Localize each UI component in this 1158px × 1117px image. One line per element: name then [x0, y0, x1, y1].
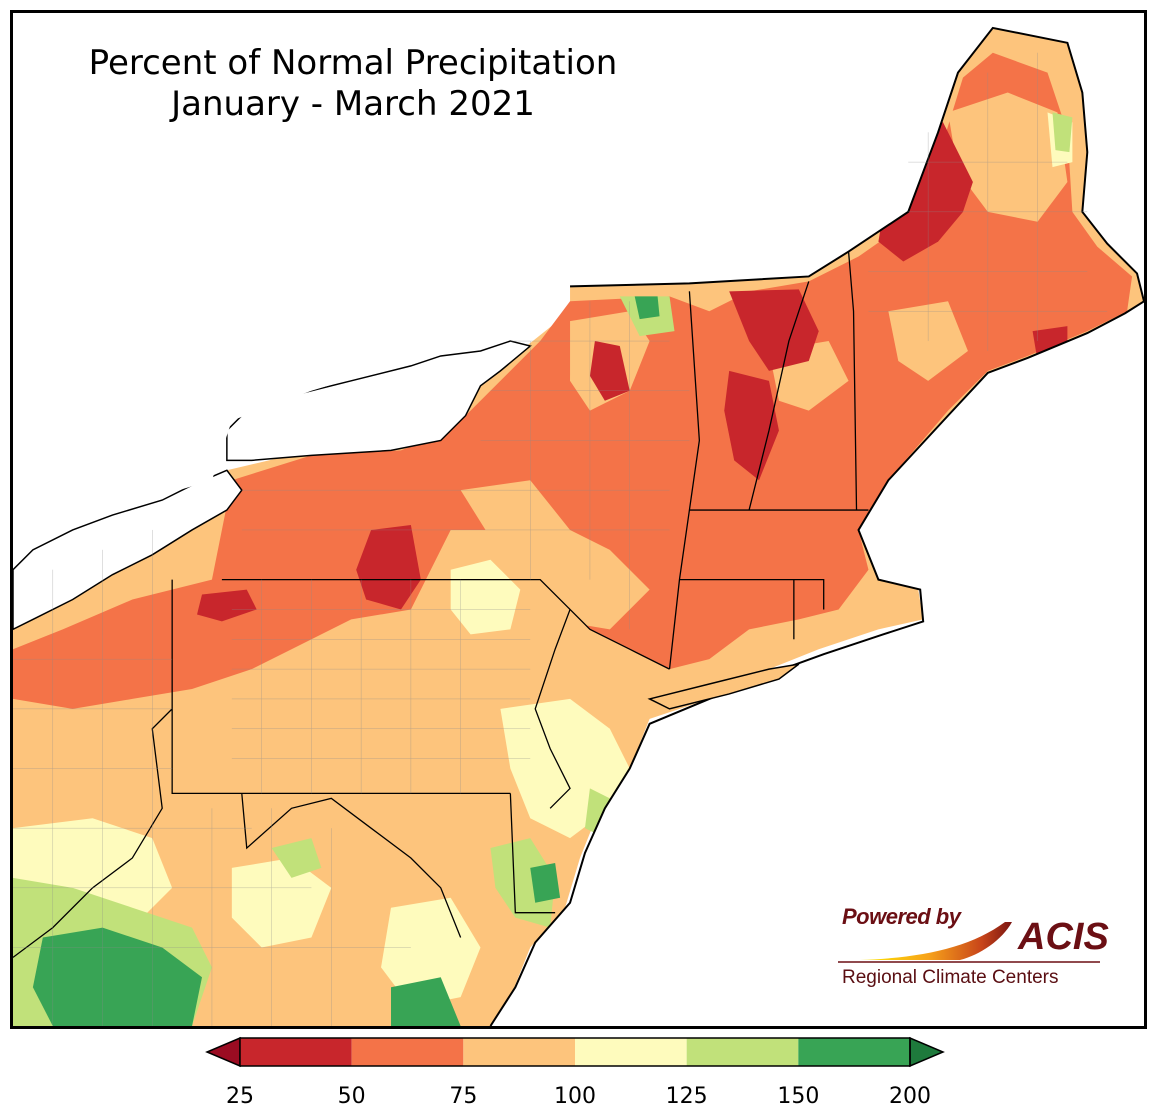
map-title: Percent of Normal Precipitation January …	[48, 43, 658, 125]
long-island	[647, 663, 800, 710]
legend-tick-label: 75	[449, 1084, 478, 1109]
rcc-subtitle: Regional Climate Centers	[842, 967, 1059, 988]
county-lines	[13, 52, 1108, 1026]
legend-bin	[686, 1038, 799, 1066]
very-wet-patch	[634, 296, 660, 320]
title-line-2: January - March 2021	[171, 84, 535, 124]
legend-tick-label: 150	[777, 1084, 820, 1109]
legend-tick-label: 125	[665, 1084, 708, 1109]
very-dry-patch	[197, 589, 257, 622]
acis-logo: Powered by ACIS Regional Climate Centers	[830, 900, 1120, 1000]
legend-colorbar	[205, 1036, 945, 1068]
precipitation-map	[13, 13, 1144, 1026]
very-dry-patch	[724, 370, 779, 481]
legend-bin	[463, 1038, 575, 1066]
legend-tick-label: 100	[554, 1084, 596, 1109]
very-wet-patch	[530, 862, 561, 903]
legend-bin	[240, 1038, 352, 1066]
very-dry-patch	[356, 524, 421, 610]
legend-outline	[239, 1037, 911, 1067]
ocean-region	[490, 301, 1144, 1026]
coastline	[570, 26, 1144, 302]
very-wet-patch	[390, 977, 461, 1026]
legend-tick-label: 50	[337, 1084, 366, 1109]
very-dry-patch	[589, 341, 630, 401]
legend-tick-label: 25	[226, 1084, 254, 1109]
wet-patch	[490, 838, 556, 928]
legend-bin	[575, 1038, 687, 1066]
legend-tick-label: 200	[889, 1084, 931, 1109]
color-legend: 25 50 75 100 125 150 200	[205, 1036, 945, 1116]
legend-bin	[798, 1038, 910, 1066]
very-wet-patch	[32, 927, 202, 1026]
water-region	[570, 13, 1144, 302]
moderate-patch	[460, 480, 650, 630]
wet-patch	[271, 838, 322, 878]
acis-brand-text: ACIS	[1018, 916, 1109, 958]
legend-low-arrow	[205, 1036, 241, 1068]
near-normal-patch	[450, 559, 521, 635]
very-dry-patch	[729, 289, 819, 371]
map-panel: Percent of Normal Precipitation January …	[10, 10, 1147, 1029]
wet-patch	[1052, 112, 1073, 153]
title-line-1: Percent of Normal Precipitation	[88, 43, 618, 83]
acis-swoosh-icon	[838, 922, 1100, 963]
water-region	[13, 13, 571, 550]
legend-bin	[351, 1038, 464, 1066]
near-normal-patch	[231, 857, 332, 948]
lake-ontario	[226, 340, 532, 462]
state-borders	[13, 251, 869, 958]
powered-by-text: Powered by	[842, 904, 961, 929]
coastline	[489, 300, 1144, 1026]
legend-high-arrow	[909, 1036, 945, 1068]
